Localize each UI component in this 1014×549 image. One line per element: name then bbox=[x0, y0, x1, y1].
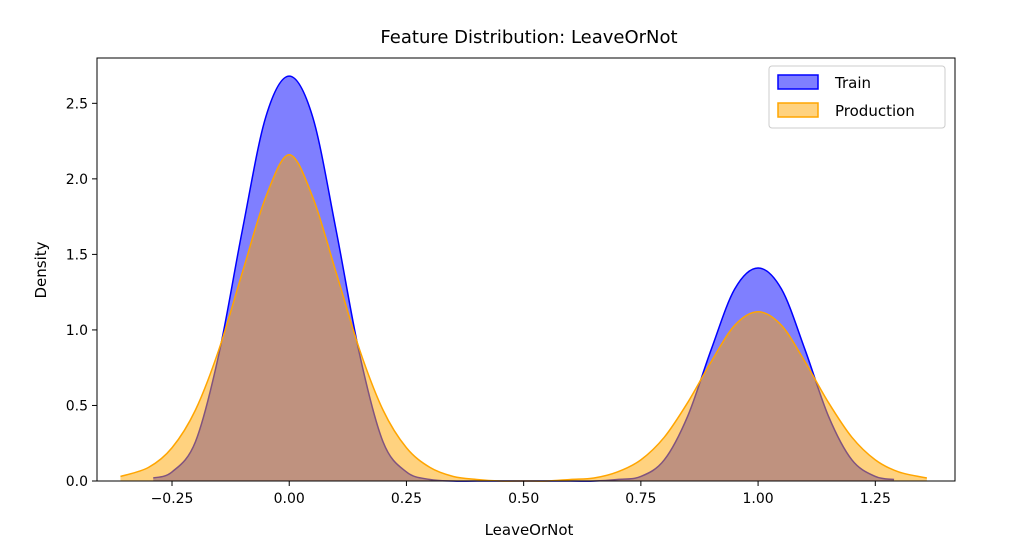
x-tick-label: −0.25 bbox=[151, 491, 194, 507]
y-axis-title: Density bbox=[32, 241, 50, 298]
x-tick-label: 0.00 bbox=[274, 491, 305, 507]
x-tick-label: 0.25 bbox=[391, 491, 422, 507]
legend-label-production: Production bbox=[835, 102, 915, 120]
legend-swatch-train bbox=[777, 74, 819, 90]
y-tick-label: 1.0 bbox=[66, 323, 88, 339]
x-tick-label: 1.00 bbox=[742, 491, 773, 507]
y-axis: 0.0 0.5 1.0 1.5 2.0 2.5 bbox=[66, 96, 97, 490]
series-production bbox=[120, 153, 928, 482]
series-area-production bbox=[120, 154, 927, 482]
x-axis: −0.25 0.00 0.25 0.50 0.75 1.00 1.25 bbox=[151, 481, 891, 507]
y-tick-label: 2.0 bbox=[66, 172, 88, 188]
y-tick-label: 2.5 bbox=[66, 96, 88, 112]
y-tick-label: 0.5 bbox=[66, 398, 88, 414]
legend-label-train: Train bbox=[834, 74, 871, 92]
y-tick-label: 0.0 bbox=[66, 474, 88, 490]
x-tick-label: 1.25 bbox=[860, 491, 891, 507]
legend: Train Production bbox=[768, 65, 946, 129]
x-axis-title: LeaveOrNot bbox=[485, 521, 574, 539]
chart-title: Feature Distribution: LeaveOrNot bbox=[380, 27, 677, 48]
y-tick-label: 1.5 bbox=[66, 247, 88, 263]
series-layer bbox=[120, 75, 928, 482]
x-tick-label: 0.50 bbox=[508, 491, 539, 507]
plot-frame bbox=[96, 57, 956, 482]
legend-swatch-production bbox=[777, 102, 819, 118]
x-tick-label: 0.75 bbox=[625, 491, 656, 507]
